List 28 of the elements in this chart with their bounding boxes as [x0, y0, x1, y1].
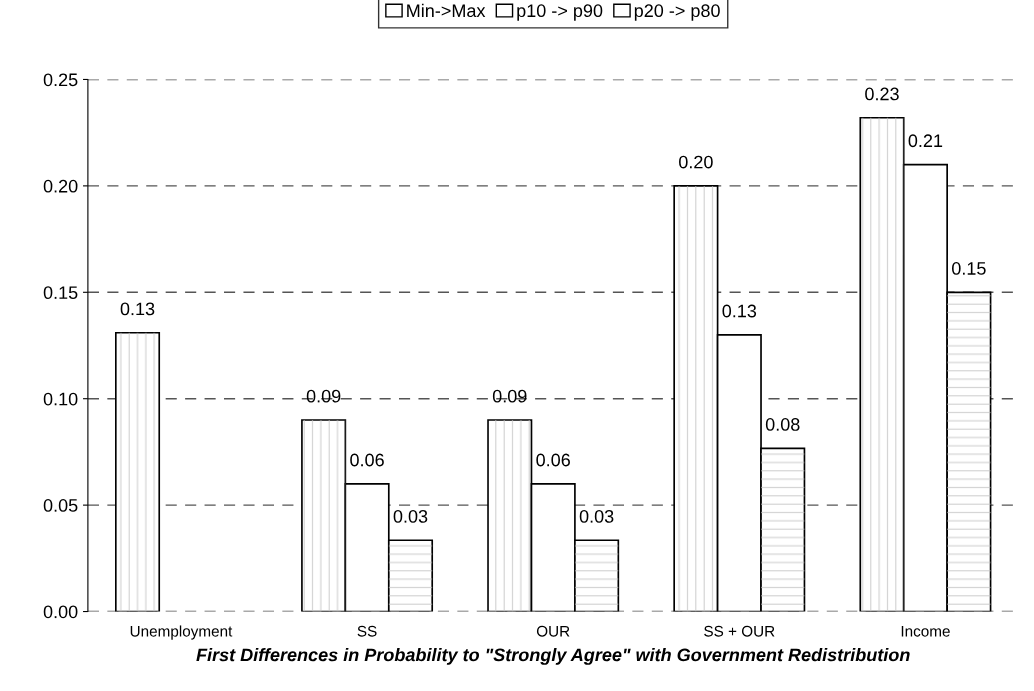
x-axis-title: First Differences in Probability to "Strongly Agree" with Government Redistribution: [196, 648, 910, 665]
legend-label: p20 -> p80: [634, 4, 720, 21]
data-label: 0.06: [536, 453, 570, 467]
legend-label: Min->Max: [407, 3, 486, 18]
y-tick-label: 0.25: [43, 73, 78, 87]
data-label: 0.08: [765, 418, 800, 431]
x-tick-label: OUR: [536, 625, 570, 637]
x-tick-label: Unemployment: [130, 625, 233, 640]
y-tick-label: 0.15: [43, 286, 78, 300]
data-label: 0.13: [120, 302, 155, 316]
data-label: 0.09: [306, 389, 341, 403]
data-label: 0.06: [350, 453, 384, 467]
legend-label: p10 -> p90: [517, 4, 603, 21]
data-label: 0.15: [951, 262, 986, 275]
data-label: 0.20: [679, 155, 713, 169]
data-label: 0.13: [722, 304, 757, 318]
y-tick-label: 0.10: [43, 392, 78, 406]
y-tick-label: 0.20: [43, 179, 78, 193]
data-label: 0.09: [492, 389, 527, 403]
y-tick-label: 0.00: [43, 605, 78, 619]
data-label: 0.21: [908, 134, 943, 148]
x-tick-label: SS: [357, 625, 377, 637]
y-tick-label: 0.05: [43, 499, 78, 512]
x-tick-label: SS + OUR: [704, 625, 775, 637]
data-label: 0.03: [579, 509, 614, 523]
data-label: 0.23: [865, 87, 899, 101]
x-tick-label: Income: [901, 625, 950, 637]
data-label: 0.03: [393, 509, 428, 523]
